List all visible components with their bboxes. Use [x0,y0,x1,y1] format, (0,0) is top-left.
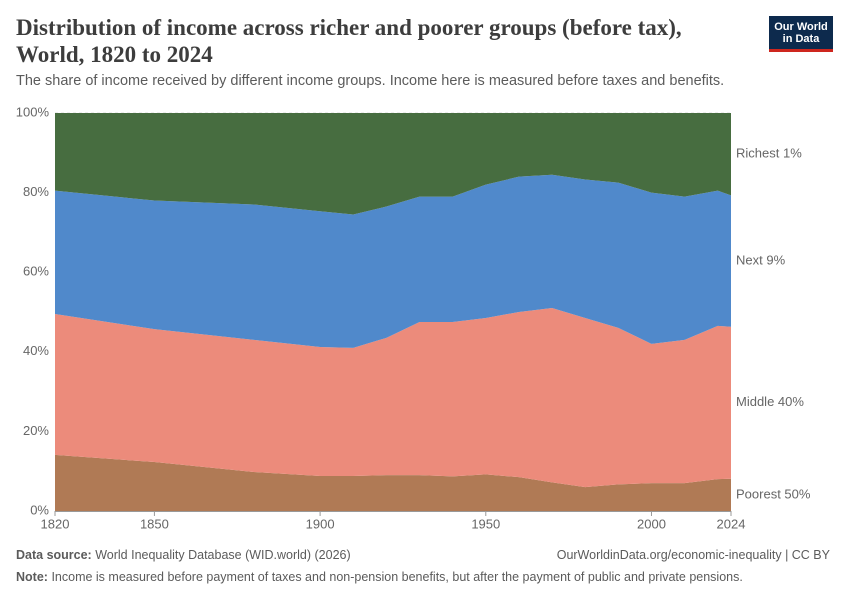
source: Data source: World Inequality Database (… [16,548,351,562]
source-text: World Inequality Database (WID.world) (2… [95,548,351,562]
x-tick-label: 1850 [140,516,169,531]
area [55,174,731,348]
series-label: Poorest 50% [736,486,811,501]
note-label: Note: [16,570,48,584]
area [55,308,731,488]
source-label: Data source: [16,548,92,562]
y-tick-label: 20% [23,423,49,438]
x-tick-label: 1950 [471,516,500,531]
series-label: Richest 1% [736,146,802,161]
chart-subtitle: The share of income received by differen… [16,73,725,89]
logo[interactable]: Our World in Data [769,16,833,52]
x-tick-label: 2024 [717,516,746,531]
x-tick-label: 1900 [306,516,335,531]
area [55,454,731,511]
area [55,113,731,215]
y-tick-label: 40% [23,343,49,358]
logo-text[interactable]: Our World in Data [774,21,828,45]
x-tick-label: 2000 [637,516,666,531]
note: Note: Income is measured before payment … [16,570,743,584]
y-tick-label: 80% [23,184,49,199]
source-url[interactable]: OurWorldinData.org/economic-inequality |… [556,548,830,562]
y-tick-label: 100% [16,104,50,119]
note-text: Income is measured before payment of tax… [51,570,743,584]
chart: 0% 20% 40% 60% 80% 100% Poorest 50% Middle 40% N… [16,104,811,531]
series-label: Next 9% [736,252,786,267]
series-label: Middle 40% [736,394,804,409]
chart-title: Distribution of income across richer and… [16,15,682,67]
y-tick-label: 0% [30,502,49,517]
x-tick-label: 1820 [41,516,70,531]
y-tick-label: 60% [23,264,49,279]
